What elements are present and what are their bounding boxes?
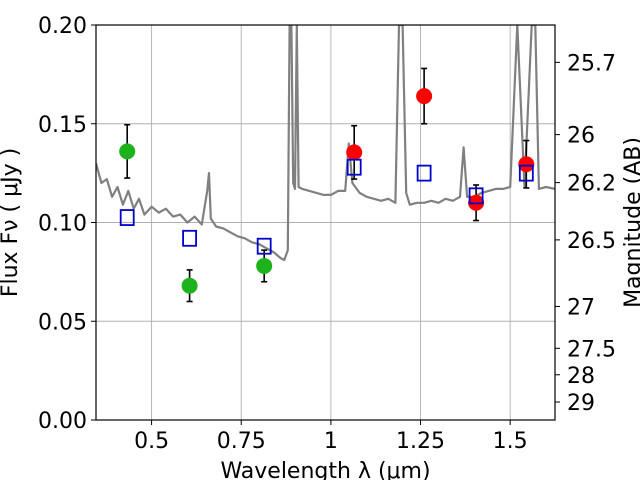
x-axis: 0.5 0.75 1 1.25 1.5 <box>134 420 528 454</box>
model-square-marker <box>119 209 135 226</box>
x-axis-label: Wavelength λ (μm) <box>220 459 430 480</box>
mag-tick-label: 26.5 <box>567 229 616 254</box>
observed-point-marker <box>346 144 363 161</box>
model-square-marker <box>256 237 272 255</box>
spectrum-line <box>96 25 555 262</box>
model-square-marker <box>416 164 432 182</box>
x-tick-label: 1.5 <box>493 429 528 454</box>
y-axis-left: 0.00 0.05 0.10 0.15 0.20 <box>38 14 96 434</box>
mag-tick-label: 27 <box>567 295 595 320</box>
observed-point-marker <box>256 257 273 274</box>
x-tick-label: 1 <box>324 429 338 454</box>
x-tick-label: 0.75 <box>217 429 266 454</box>
model-square-marker <box>468 187 484 205</box>
x-tick-label: 1.25 <box>396 429 445 454</box>
observed-point-marker <box>518 156 535 173</box>
y-tick-label: 0.20 <box>38 14 87 39</box>
model-square-marker <box>518 164 534 182</box>
observed-point-marker <box>119 143 136 160</box>
x-tick-label: 0.5 <box>134 429 169 454</box>
y-tick-label: 0.00 <box>38 409 87 434</box>
model-square-marker <box>346 158 362 176</box>
model-square-marker <box>182 229 197 247</box>
y-tick-label: 0.15 <box>38 113 87 138</box>
mag-tick-label: 29 <box>567 391 595 416</box>
observed-point-marker <box>416 88 433 105</box>
mag-tick-label: 26.2 <box>567 172 616 197</box>
y-tick-label: 0.05 <box>38 310 87 335</box>
mag-tick-label: 25.7 <box>567 51 616 76</box>
mag-tick-label: 27.5 <box>567 337 616 362</box>
y-tick-label: 0.10 <box>38 212 87 237</box>
y-axis-right-label: Magnitude (AB) <box>621 137 640 308</box>
y-axis-label: Flux Fν ( μJy ) <box>0 148 23 297</box>
observed-point-marker <box>181 277 198 294</box>
mag-tick-label: 28 <box>567 364 595 389</box>
model-spectrum <box>96 25 555 262</box>
grid-lines <box>96 24 555 421</box>
data-points <box>119 67 535 303</box>
mag-tick-label: 26 <box>567 124 595 149</box>
